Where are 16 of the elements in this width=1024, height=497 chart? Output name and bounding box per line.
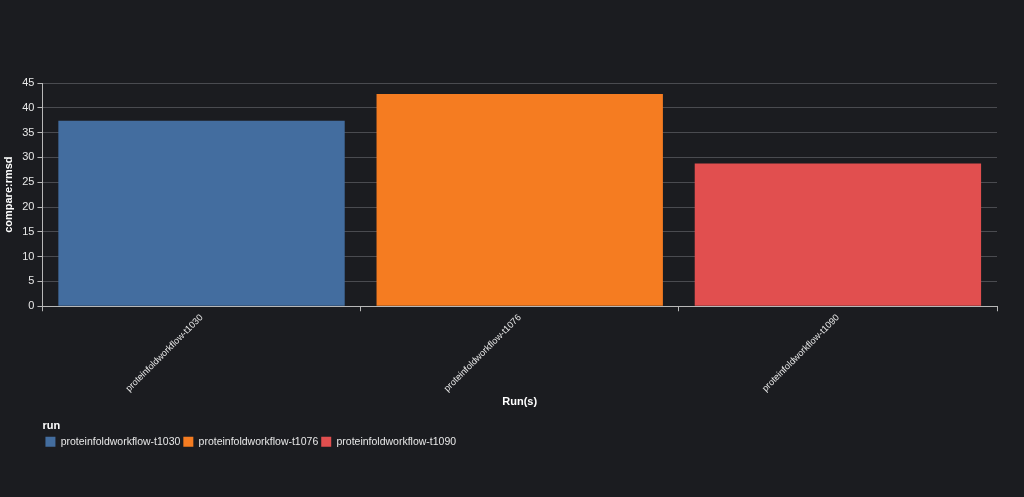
y-tick-label: 40 <box>22 100 35 113</box>
y-tick-label: 5 <box>28 274 35 287</box>
y-tick-label: 45 <box>22 76 35 89</box>
y-tick-label: 20 <box>22 200 35 213</box>
legend-title: run <box>42 418 61 431</box>
y-tick-label: 30 <box>22 150 35 163</box>
y-tick-label: 0 <box>28 299 35 312</box>
y-tick-label: 35 <box>22 125 35 138</box>
x-axis-title: Run(s) <box>502 394 538 407</box>
legend-label: proteinfoldworkflow-t1090 <box>336 434 457 447</box>
y-tick-label: 25 <box>22 175 35 188</box>
legend-label: proteinfoldworkflow-t1076 <box>198 434 319 447</box>
y-axis-title: compare:rmsd <box>1 156 14 233</box>
y-tick-label: 10 <box>22 249 35 262</box>
y-tick-label: 15 <box>22 224 35 237</box>
legend-label: proteinfoldworkflow-t1030 <box>60 434 181 447</box>
